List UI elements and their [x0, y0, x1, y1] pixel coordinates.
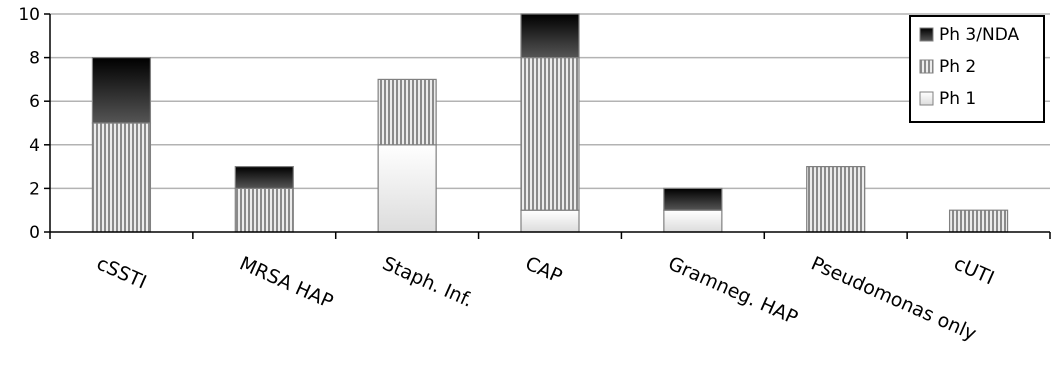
legend-label-ph-2: Ph 2: [939, 57, 976, 77]
legend-swatch-ph-1: [919, 91, 934, 106]
bar-staph-inf-ph-1: [377, 144, 437, 233]
x-tick-label-cuti: cUTI: [951, 252, 998, 289]
bar-pseudomonas-only-ph-2: [806, 166, 866, 233]
y-tick-label-4: 4: [29, 136, 40, 156]
bar-gramneg-hap-ph-1: [663, 209, 723, 233]
bar-cuti-ph-2: [948, 209, 1009, 233]
x-tick-label-cssti: cSSTI: [93, 252, 149, 293]
bar-cap-ph-1: [520, 209, 580, 233]
legend-swatch-ph-3-nda: [919, 27, 934, 42]
legend-label-ph-3-nda: Ph 3/NDA: [939, 25, 1019, 45]
bar-mrsa-hap-ph-3-nda: [234, 166, 294, 190]
bar-cap-ph-2: [520, 56, 580, 211]
x-tick-label-mrsa-hap: MRSA HAP: [236, 252, 336, 313]
legend-swatch-ph-2: [919, 59, 934, 74]
x-tick-label-gramneg-hap: Gramneg. HAP: [665, 252, 801, 329]
y-tick-label-6: 6: [29, 92, 40, 112]
y-tick-label-8: 8: [29, 49, 40, 69]
legend: Ph 3/NDA Ph 2 Ph 1: [909, 15, 1045, 123]
x-tick-label-staph-inf: Staph. Inf.: [379, 252, 476, 311]
y-tick-label-2: 2: [29, 179, 40, 199]
bar-mrsa-hap-ph-2: [234, 187, 294, 233]
bar-gramneg-hap-ph-3-nda: [663, 187, 723, 211]
y-tick-label-0: 0: [29, 223, 40, 243]
y-tick-label-10: 10: [18, 5, 40, 25]
bar-staph-inf-ph-2: [377, 78, 437, 146]
bar-cssti-ph-3-nda: [91, 56, 152, 124]
bar-cssti-ph-2: [91, 122, 152, 233]
legend-label-ph-1: Ph 1: [939, 89, 976, 109]
x-tick-label-cap: CAP: [522, 252, 565, 287]
bars: [91, 13, 1009, 233]
bar-cap-ph-3-nda: [520, 13, 580, 59]
